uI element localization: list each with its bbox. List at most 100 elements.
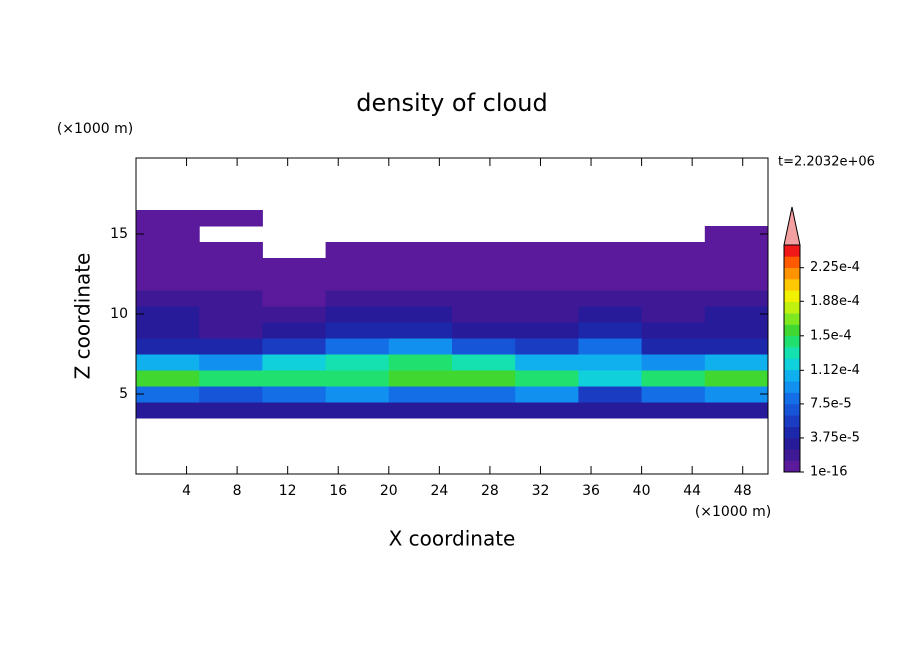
contour-cell bbox=[452, 354, 516, 371]
contour-cell bbox=[578, 322, 643, 339]
contour-cell bbox=[199, 242, 263, 259]
contour-cell bbox=[578, 258, 643, 275]
contour-cell bbox=[262, 322, 327, 339]
y-axis-title: Z coordinate bbox=[71, 253, 95, 380]
contour-cell bbox=[452, 370, 516, 387]
contour-cell bbox=[578, 242, 643, 259]
contour-cell bbox=[199, 290, 263, 307]
contour-cell bbox=[641, 354, 706, 371]
contour-cell bbox=[136, 306, 200, 323]
colorbar-swatch bbox=[784, 335, 800, 348]
contour-cell bbox=[704, 226, 769, 243]
colorbar-swatch bbox=[784, 460, 800, 473]
contour-cell bbox=[136, 210, 200, 227]
contour-cell bbox=[262, 354, 327, 371]
contour-cell bbox=[515, 338, 579, 355]
contour-cell bbox=[388, 386, 453, 403]
contour-cell bbox=[704, 242, 769, 259]
colorbar-swatch bbox=[784, 279, 800, 291]
y-unit: (×1000 m) bbox=[57, 121, 133, 137]
contour-cell bbox=[704, 370, 769, 387]
contour-cell bbox=[388, 242, 453, 259]
contour-cell bbox=[515, 370, 579, 387]
contour-cell bbox=[641, 338, 706, 355]
contour-cell bbox=[578, 402, 643, 419]
colorbar-swatch bbox=[784, 426, 800, 439]
contour-cell bbox=[199, 338, 263, 355]
contour-cell bbox=[641, 258, 706, 275]
colorbar-swatch bbox=[784, 392, 800, 405]
contour-cell bbox=[704, 306, 769, 323]
contour-cell bbox=[325, 402, 390, 419]
contour-cell bbox=[325, 386, 390, 403]
contour-cell bbox=[262, 306, 327, 323]
colorbar-tick-label: 1.88e-4 bbox=[810, 294, 860, 309]
x-unit: (×1000 m) bbox=[695, 504, 771, 520]
contour-cell bbox=[452, 242, 516, 259]
contour-cell bbox=[515, 402, 579, 419]
contour-cell bbox=[515, 322, 579, 339]
contour-cell bbox=[199, 386, 263, 403]
plot-frame bbox=[135, 157, 769, 475]
contour-cell bbox=[325, 370, 390, 387]
contour-cell bbox=[452, 402, 516, 419]
contour-cell bbox=[704, 338, 769, 355]
contour-cell bbox=[262, 290, 327, 307]
contour-cell bbox=[641, 402, 706, 419]
x-tick-label: 28 bbox=[481, 483, 499, 499]
colorbar-swatch bbox=[784, 437, 800, 450]
colorbar-extension bbox=[783, 206, 801, 246]
x-tick-label: 36 bbox=[582, 483, 600, 499]
contour-cell bbox=[388, 354, 453, 371]
contour-cell bbox=[641, 322, 706, 339]
colorbar-tick-label: 3.75e-5 bbox=[810, 430, 860, 445]
contour-cell bbox=[199, 258, 263, 275]
contour-cell bbox=[199, 322, 263, 339]
contour-cell bbox=[388, 306, 453, 323]
contour-cell bbox=[325, 322, 390, 339]
contour-cell bbox=[325, 338, 390, 355]
contour-cell bbox=[641, 274, 706, 291]
contour-cell bbox=[262, 274, 327, 291]
y-tick-label: 15 bbox=[110, 226, 128, 242]
contour-cell bbox=[199, 210, 263, 227]
contour-cell bbox=[325, 258, 390, 275]
contour-cell bbox=[452, 386, 516, 403]
colorbar-frame bbox=[783, 244, 801, 473]
colorbar-swatch bbox=[784, 245, 800, 257]
contour-cell bbox=[199, 354, 263, 371]
contour-cell bbox=[388, 370, 453, 387]
contour-cell bbox=[452, 338, 516, 355]
contour-cell bbox=[641, 290, 706, 307]
colorbar-swatch bbox=[784, 369, 800, 382]
contour-cell bbox=[388, 322, 453, 339]
x-tick-label: 12 bbox=[279, 483, 297, 499]
contour-cell bbox=[515, 306, 579, 323]
contour-cell bbox=[388, 290, 453, 307]
contour-cell bbox=[452, 306, 516, 323]
x-tick-label: 20 bbox=[380, 483, 398, 499]
contour-cell bbox=[641, 386, 706, 403]
contour-cell bbox=[136, 274, 200, 291]
contour-cell bbox=[515, 290, 579, 307]
contour-cell bbox=[136, 226, 200, 243]
colorbar-swatch bbox=[784, 415, 800, 427]
colorbar-swatch bbox=[784, 449, 800, 461]
colorbar-swatch bbox=[784, 313, 800, 325]
x-tick-label: 24 bbox=[430, 483, 448, 499]
contour-cell bbox=[578, 290, 643, 307]
x-tick-label: 40 bbox=[633, 483, 651, 499]
contour-cell bbox=[515, 386, 579, 403]
contour-cell bbox=[578, 306, 643, 323]
time-annotation: t=2.2032e+06 bbox=[778, 155, 875, 170]
contour-cell bbox=[578, 274, 643, 291]
y-tick-label: 10 bbox=[110, 306, 128, 322]
contour-cell bbox=[704, 402, 769, 419]
colorbar-swatch bbox=[784, 290, 800, 303]
contour-cell bbox=[578, 338, 643, 355]
contour-cell bbox=[262, 258, 327, 275]
contour-cell bbox=[388, 258, 453, 275]
contour-cell bbox=[136, 402, 200, 419]
contour-cell bbox=[136, 354, 200, 371]
